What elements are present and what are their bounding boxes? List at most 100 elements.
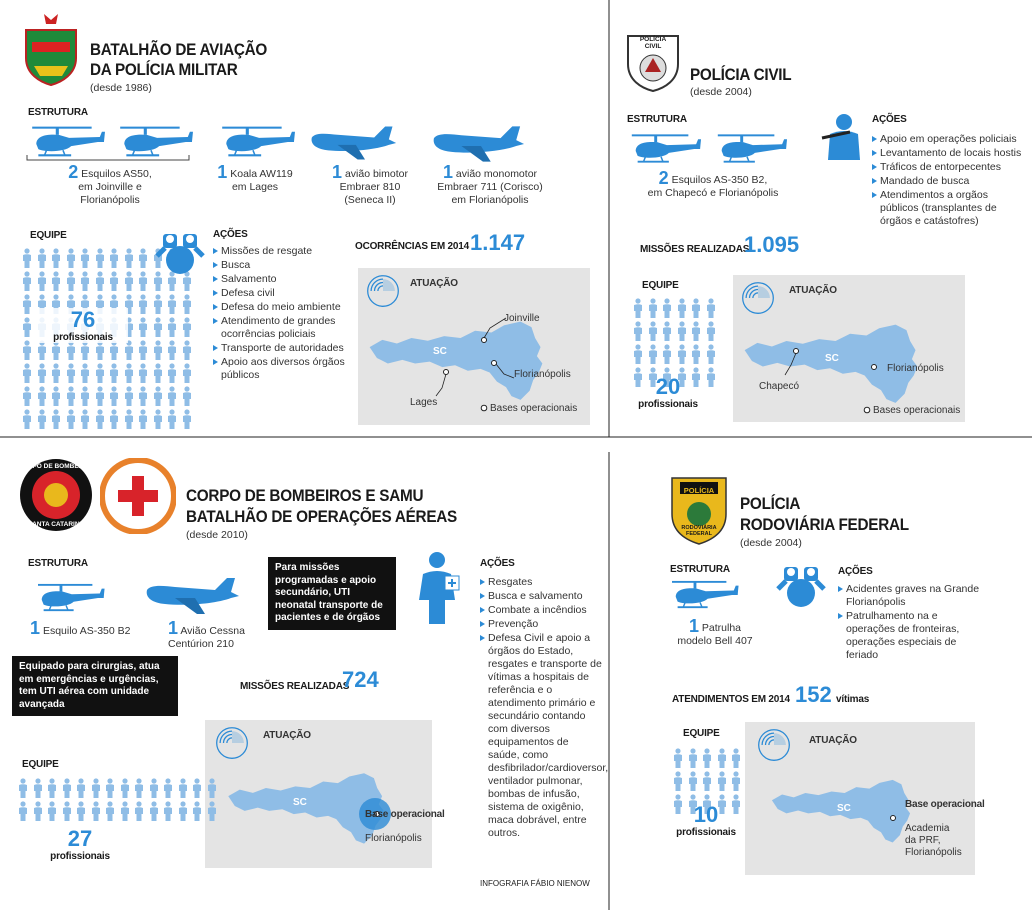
person-icon bbox=[688, 748, 698, 768]
action-item: Apoio aos diversos órgãos públicos bbox=[213, 356, 348, 382]
person-icon bbox=[109, 340, 119, 360]
binoculars-icon bbox=[776, 563, 826, 609]
person-icon bbox=[37, 340, 47, 360]
person-icon bbox=[673, 748, 683, 768]
base-label: Base operacional bbox=[905, 799, 985, 810]
text-line: avião monomotor bbox=[455, 168, 538, 180]
person-icon bbox=[673, 771, 683, 791]
count: 20 bbox=[655, 374, 681, 399]
person-icon bbox=[706, 344, 716, 364]
caption-lines: Avião Cessna Centúrion 210 bbox=[168, 625, 245, 650]
state-shape bbox=[769, 766, 929, 852]
map-label: ATUAÇÃO bbox=[809, 735, 857, 746]
title: RODOVIÁRIA FEDERAL bbox=[740, 515, 909, 534]
person-icon bbox=[134, 778, 144, 798]
aircraft-caption: 1 Avião Cessna Centúrion 210 bbox=[168, 619, 245, 651]
person-icon bbox=[167, 363, 177, 383]
text-line: Patrulha bbox=[701, 622, 742, 634]
unit: profissionais bbox=[50, 851, 110, 862]
people-grid bbox=[18, 778, 219, 821]
person-icon bbox=[105, 778, 115, 798]
person-icon bbox=[51, 386, 61, 406]
person-icon bbox=[731, 748, 741, 768]
action-item: Resgates bbox=[480, 576, 602, 589]
map: ATUAÇÃO SC Base operacional Academia da P… bbox=[745, 722, 985, 875]
person-icon bbox=[149, 778, 159, 798]
person-icon bbox=[80, 271, 90, 291]
helicopter-icon bbox=[214, 125, 296, 159]
person-icon bbox=[124, 248, 134, 268]
section-label: ESTRUTURA bbox=[670, 564, 730, 575]
person-icon bbox=[80, 340, 90, 360]
action-item: Patrulhamento na e operações de fronteir… bbox=[838, 610, 988, 662]
section-label: AÇÕES bbox=[872, 114, 907, 125]
stat-label: ATENDIMENTOS EM 2014 bbox=[672, 694, 790, 705]
text-line: Koala AW119 bbox=[230, 168, 293, 180]
stat-value: 152 bbox=[795, 682, 832, 707]
person-icon bbox=[153, 386, 163, 406]
map-label: ATUAÇÃO bbox=[410, 278, 458, 289]
text-line: em Florianópolis bbox=[451, 194, 529, 206]
text-line: Florianópolis bbox=[80, 194, 140, 206]
person-icon bbox=[163, 801, 173, 821]
person-icon bbox=[182, 363, 192, 383]
person-icon bbox=[37, 271, 47, 291]
person-icon bbox=[51, 409, 61, 429]
legend-dot bbox=[480, 404, 488, 412]
state-label: SC bbox=[837, 803, 851, 814]
person-icon bbox=[66, 409, 76, 429]
person-icon bbox=[662, 321, 672, 341]
person-icon bbox=[47, 778, 57, 798]
section-label: AÇÕES bbox=[838, 566, 873, 577]
map: ATUAÇÃO SC Base operacional Florianópoli… bbox=[205, 720, 445, 868]
person-icon bbox=[182, 340, 192, 360]
text-line: Academia bbox=[905, 823, 950, 834]
prf-badge bbox=[671, 477, 727, 545]
action-item: Defesa do meio ambiente bbox=[213, 301, 348, 314]
state-label: SC bbox=[825, 353, 839, 364]
count: 2 bbox=[658, 168, 669, 188]
unit: profissionais bbox=[638, 399, 698, 410]
count: 1 bbox=[688, 616, 699, 636]
person-icon bbox=[167, 386, 177, 406]
person-icon bbox=[18, 778, 28, 798]
person-icon bbox=[51, 340, 61, 360]
person-icon bbox=[124, 271, 134, 291]
person-icon bbox=[662, 298, 672, 318]
state-label: SC bbox=[433, 346, 447, 357]
person-icon bbox=[95, 363, 105, 383]
person-icon bbox=[109, 271, 119, 291]
team-count: 76 profissionais bbox=[38, 308, 128, 343]
person-icon bbox=[731, 771, 741, 791]
person-icon bbox=[182, 409, 192, 429]
section-label: EQUIPE bbox=[22, 759, 59, 770]
person-icon bbox=[80, 248, 90, 268]
person-icon bbox=[648, 344, 658, 364]
title: BATALHÃO DE OPERAÇÕES AÉREAS bbox=[186, 507, 457, 526]
bracket bbox=[26, 155, 190, 161]
person-icon bbox=[182, 294, 192, 314]
person-icon bbox=[109, 248, 119, 268]
text-line: em Joinville e bbox=[78, 181, 142, 193]
text-line: (Seneca II) bbox=[344, 194, 396, 206]
since: (desde 2004) bbox=[690, 86, 752, 98]
person-icon bbox=[37, 248, 47, 268]
text-line: Embraer 810 bbox=[339, 181, 401, 193]
person-icon bbox=[95, 386, 105, 406]
action-item: Transporte de autoridades bbox=[213, 342, 348, 355]
person-icon bbox=[706, 321, 716, 341]
title: BATALHÃO DE AVIAÇÃO bbox=[90, 40, 268, 59]
binoculars-icon bbox=[155, 230, 205, 276]
aircraft-caption: 1 avião bimotor Embraer 810 (Seneca II) bbox=[310, 163, 430, 207]
pm-shield bbox=[25, 14, 77, 86]
officer-icon bbox=[821, 114, 860, 160]
count: 1 bbox=[332, 162, 343, 182]
person-icon bbox=[22, 294, 32, 314]
person-icon bbox=[167, 340, 177, 360]
section-label: EQUIPE bbox=[642, 280, 679, 291]
person-icon bbox=[153, 363, 163, 383]
person-icon bbox=[167, 317, 177, 337]
person-icon bbox=[717, 771, 727, 791]
aircraft-caption: 2 Esquilos AS50, em Joinville e Florianópo… bbox=[40, 163, 180, 207]
